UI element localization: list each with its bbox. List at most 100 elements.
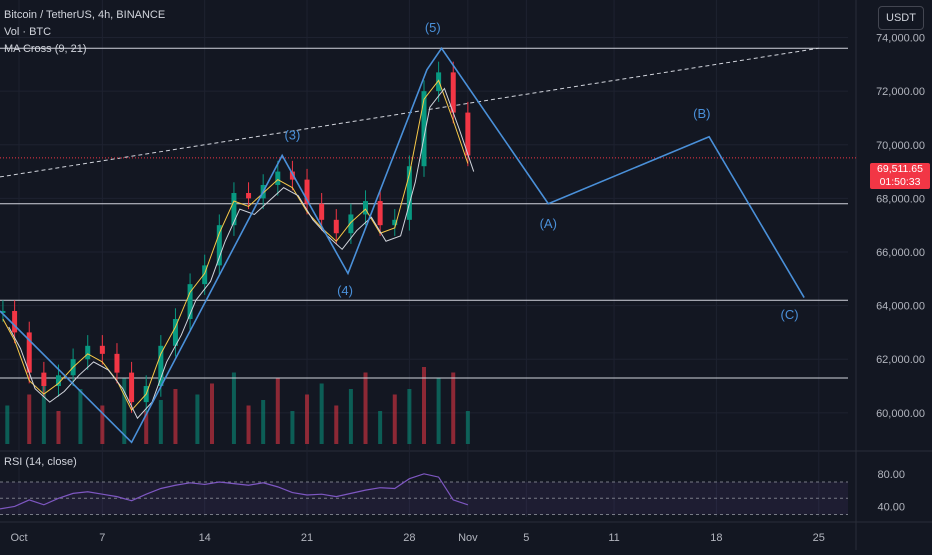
volume-bar bbox=[261, 400, 266, 444]
time-tick-label: Nov bbox=[458, 532, 478, 544]
current-price-value: 69,511.65 bbox=[877, 163, 923, 175]
candle-body bbox=[406, 166, 412, 220]
volume-bar bbox=[422, 367, 426, 444]
volume-bar bbox=[27, 394, 32, 444]
candle-body bbox=[55, 375, 61, 387]
volume-bar bbox=[5, 405, 10, 444]
time-tick-label: 28 bbox=[403, 532, 415, 544]
dashed-trendline bbox=[0, 47, 819, 178]
volume-bar bbox=[363, 372, 368, 444]
time-tick-label: 18 bbox=[710, 532, 722, 544]
candle-body bbox=[231, 193, 237, 226]
volume-bar bbox=[56, 411, 61, 444]
elliott-wave-label: (5) bbox=[425, 20, 441, 35]
candle-body bbox=[129, 372, 135, 403]
ma-fast-line bbox=[2, 79, 469, 412]
price-tick-label: 74,000.00 bbox=[876, 33, 925, 45]
candle-body bbox=[450, 72, 456, 113]
price-tick-label: 62,000.00 bbox=[876, 354, 925, 366]
currency-button[interactable]: USDT bbox=[878, 6, 924, 30]
volume-bar bbox=[290, 411, 295, 444]
candle-body bbox=[187, 284, 193, 320]
candle-body bbox=[202, 265, 208, 285]
rsi-tick-label: 40.00 bbox=[877, 501, 905, 513]
time-tick-label: 5 bbox=[523, 532, 529, 544]
candle-body bbox=[465, 112, 471, 156]
candle-body bbox=[41, 372, 47, 387]
volume-bar bbox=[436, 378, 441, 444]
volume-bar bbox=[41, 383, 46, 444]
candle-body bbox=[216, 225, 222, 266]
rsi-band bbox=[0, 481, 848, 515]
legend-symbol[interactable]: Bitcoin / TetherUS, 4h, BINANCE bbox=[4, 9, 166, 21]
candle-body bbox=[85, 345, 91, 360]
volume-bar bbox=[78, 389, 83, 444]
time-tick-label: 25 bbox=[813, 532, 825, 544]
candle-body bbox=[246, 193, 252, 199]
candle-body bbox=[377, 201, 383, 226]
countdown-timer: 01:50:33 bbox=[879, 176, 921, 188]
candle-body bbox=[114, 353, 120, 373]
volume-bar bbox=[465, 411, 470, 444]
price-tick-label: 60,000.00 bbox=[876, 408, 925, 420]
time-tick-label: 21 bbox=[301, 532, 313, 544]
elliott-wave-label: (A) bbox=[540, 216, 557, 231]
volume-bar bbox=[195, 394, 200, 444]
volume-bar bbox=[392, 394, 397, 444]
rsi-line bbox=[0, 473, 469, 510]
volume-bar bbox=[210, 383, 214, 444]
candle-body bbox=[172, 319, 178, 346]
volume-bar bbox=[173, 389, 178, 444]
candle-body bbox=[99, 345, 105, 354]
volume-bar bbox=[305, 394, 310, 444]
legend-volume[interactable]: Vol · BTC bbox=[4, 26, 52, 38]
candle-body bbox=[363, 201, 369, 215]
volume-bar bbox=[378, 411, 383, 444]
candle-body bbox=[158, 345, 164, 387]
volume-bar bbox=[100, 405, 105, 444]
volume-bar bbox=[275, 378, 280, 444]
legend-ma-cross[interactable]: MA Cross (9, 21) bbox=[4, 43, 87, 55]
current-price-badge: 69,511.65 01:50:33 bbox=[870, 163, 930, 189]
candle-body bbox=[348, 214, 354, 234]
time-tick-label: 7 bbox=[99, 532, 105, 544]
time-tick-label: 11 bbox=[608, 532, 619, 544]
volume-bar bbox=[246, 405, 251, 444]
ma-slow-line bbox=[8, 87, 475, 420]
price-tick-label: 70,000.00 bbox=[876, 140, 925, 152]
elliott-wave-label: (C) bbox=[780, 307, 798, 322]
candle-body bbox=[319, 203, 325, 220]
rsi-tick-label: 80.00 bbox=[877, 469, 905, 481]
legend-rsi[interactable]: RSI (14, close) bbox=[4, 456, 77, 468]
volume-bar bbox=[158, 400, 163, 444]
volume-bar bbox=[334, 405, 339, 444]
candle-body bbox=[26, 332, 32, 373]
volume-bar bbox=[122, 378, 127, 444]
price-tick-label: 64,000.00 bbox=[876, 301, 925, 313]
time-tick-label: Oct bbox=[10, 532, 27, 544]
candle-body bbox=[333, 219, 339, 234]
candle-body bbox=[421, 91, 427, 167]
candle-body bbox=[12, 310, 18, 333]
candle-body bbox=[289, 171, 295, 180]
candle-body bbox=[275, 171, 281, 185]
elliott-wave-label: (3) bbox=[284, 127, 300, 142]
volume-bar bbox=[231, 372, 236, 444]
volume-bar bbox=[348, 389, 353, 444]
elliott-wave-label: (B) bbox=[693, 106, 710, 121]
volume-bar bbox=[451, 372, 456, 444]
volume-bar bbox=[407, 389, 412, 444]
volume-bar bbox=[144, 411, 149, 444]
candle-body bbox=[0, 310, 6, 313]
elliott-wave-path bbox=[0, 46, 805, 444]
price-tick-label: 72,000.00 bbox=[876, 86, 925, 98]
elliott-wave-label: (4) bbox=[337, 283, 353, 298]
candle-body bbox=[392, 219, 398, 226]
volume-bar bbox=[319, 383, 324, 444]
price-tick-label: 66,000.00 bbox=[876, 247, 925, 259]
time-tick-label: 14 bbox=[199, 532, 211, 544]
candle-body bbox=[304, 179, 310, 204]
price-tick-label: 68,000.00 bbox=[876, 193, 925, 205]
